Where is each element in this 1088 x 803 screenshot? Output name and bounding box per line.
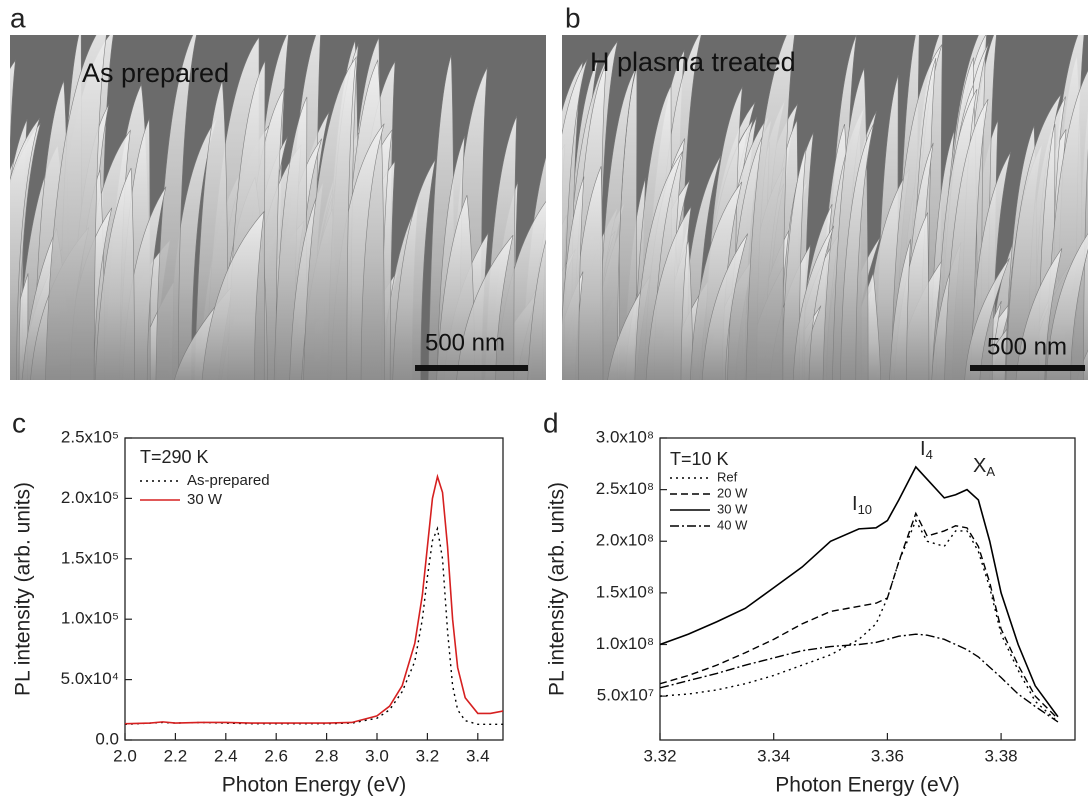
nanowire (944, 98, 989, 380)
nanowire (456, 235, 514, 380)
x-tick-label: 3.32 (643, 746, 676, 765)
annotation-text: T=290 K (140, 447, 209, 467)
series-line (660, 465, 1059, 718)
y-tick-label: 0.0 (95, 729, 119, 748)
series-line (660, 518, 1059, 723)
nanowire (598, 68, 637, 380)
legend-label: Ref (717, 469, 738, 484)
nanowire (645, 206, 692, 380)
annotation-text: T=10 K (670, 449, 729, 469)
scale-bar-label: 500 nm (987, 333, 1067, 360)
x-tick-label: 2.0 (113, 746, 137, 765)
nanowire (10, 59, 16, 158)
nanowire (0, 106, 2, 390)
nanowire (1015, 248, 1063, 380)
legend-label: 30 W (717, 501, 748, 516)
annotation: I4 (920, 438, 933, 462)
scale-bar (415, 365, 528, 371)
annotation: XA (973, 455, 995, 479)
x-tick-label: 3.36 (871, 746, 904, 765)
panel-label: c (12, 407, 26, 438)
annotation-text: X (973, 455, 986, 477)
x-tick-label: 2.2 (164, 746, 188, 765)
nanowire (701, 233, 749, 380)
y-tick-label: 1.0x10⁵ (61, 609, 119, 628)
y-tick-label: 5.0x10⁷ (597, 686, 654, 705)
series-line (125, 526, 503, 725)
annotation: T=290 K (140, 447, 209, 467)
legend-label: As-prepared (187, 472, 270, 489)
y-tick-label: 2.0x10⁵ (61, 488, 119, 507)
scale-bar (970, 365, 1085, 371)
annotation: I10 (852, 493, 872, 517)
scale-bar-label: 500 nm (425, 329, 505, 356)
legend-label: 30 W (187, 491, 223, 508)
nanowire (527, 239, 546, 380)
x-tick-label: 3.34 (757, 746, 790, 765)
x-tick-label: 3.0 (365, 746, 389, 765)
nanowire (201, 210, 265, 380)
nanowire (840, 123, 875, 380)
nanowire (792, 225, 835, 380)
series-line (660, 511, 1059, 720)
y-tick-label: 2.0x10⁸ (596, 531, 654, 550)
nanowire (392, 159, 436, 380)
x-tick-label: 2.6 (264, 746, 288, 765)
nanowire (1005, 94, 1062, 380)
y-tick-label: 2.5x10⁸ (596, 479, 654, 498)
annotation-subscript: 10 (858, 502, 872, 517)
nanowire (562, 59, 588, 380)
x-tick-label: 3.2 (416, 746, 440, 765)
y-axis-label: PL intensity (arb. units) (12, 482, 35, 696)
nanowire (94, 167, 135, 380)
y-tick-label: 1.5x10⁵ (61, 548, 119, 567)
sem-spikes (0, 35, 546, 390)
y-tick-label: 1.5x10⁸ (596, 582, 654, 601)
annotation: T=10 K (670, 449, 729, 469)
x-tick-label: 2.4 (214, 746, 238, 765)
x-axis-label: Photon Energy (eV) (222, 774, 406, 797)
annotation-text: I (920, 438, 926, 460)
x-tick-label: 2.8 (315, 746, 339, 765)
nanowire (10, 117, 40, 380)
nanowire (889, 239, 911, 380)
nanowire (964, 258, 1010, 380)
plot-frame (124, 437, 504, 741)
annotation-subscript: 4 (926, 447, 933, 462)
nanowire (1045, 233, 1088, 380)
panel-label: b (565, 2, 581, 33)
annotation-subscript: A (986, 464, 995, 479)
panel-label: d (543, 407, 559, 438)
x-axis-label: Photon Energy (eV) (775, 774, 959, 797)
plot-frame (659, 437, 1076, 741)
image-caption: H plasma treated (590, 47, 796, 77)
nanowire (562, 176, 585, 380)
nanowire (155, 35, 197, 380)
y-tick-label: 5.0x10⁴ (61, 669, 119, 688)
nanowire (45, 35, 107, 380)
x-tick-label: 3.38 (985, 746, 1018, 765)
y-tick-label: 2.5x10⁵ (61, 427, 119, 446)
annotation-text: I (852, 493, 858, 515)
legend-label: 20 W (717, 485, 748, 500)
series-line (125, 473, 503, 725)
legend-label: 40 W (717, 517, 748, 532)
nanowire (781, 147, 807, 380)
x-tick-label: 3.4 (466, 746, 490, 765)
panel-label: a (10, 2, 26, 33)
series-line (660, 633, 1059, 723)
y-tick-label: 3.0x10⁸ (596, 427, 654, 446)
image-caption: As prepared (82, 58, 229, 88)
nanowire (303, 55, 357, 380)
y-axis-label: PL intensity (arb. units) (546, 482, 569, 696)
y-tick-label: 1.0x10⁸ (596, 634, 654, 653)
sem-spikes (562, 35, 1088, 380)
nanowire (745, 35, 795, 380)
